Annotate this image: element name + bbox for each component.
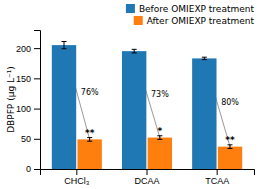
- percent-label: 73%: [151, 90, 169, 99]
- error-bar: [132, 49, 137, 53]
- bar: [122, 51, 146, 169]
- x-tick-label: TCAA: [205, 176, 229, 186]
- y-axis-title: DBPFP (μg L⁻¹): [6, 66, 16, 133]
- legend-swatch: [134, 16, 143, 25]
- x-tick: CHCl₃: [64, 169, 89, 186]
- y-tick-label: 150: [16, 74, 31, 84]
- x-tick-mark: [217, 169, 218, 175]
- legend: Before OMIEXP treatment After OMIEXP trea…: [126, 4, 255, 26]
- error-bar: [157, 136, 162, 140]
- significance-label: **: [85, 128, 95, 138]
- x-tick-mark: [147, 169, 148, 175]
- y-axis: 0 50 100 150 200: [16, 31, 41, 175]
- legend-item: Before OMIEXP treatment: [126, 4, 255, 14]
- significance-label: **: [225, 135, 235, 145]
- x-tick-label: CHCl₃: [64, 176, 89, 186]
- y-axis-line: [34, 31, 41, 170]
- y-tick: 200: [16, 44, 40, 54]
- x-axis: CHCl₃ DCAA TCAA: [41, 169, 255, 186]
- marks: [52, 41, 242, 169]
- error-bar: [87, 138, 92, 142]
- percent-label: 80%: [221, 98, 239, 107]
- x-tick: TCAA: [205, 169, 229, 186]
- y-tick-label: 0: [26, 164, 31, 174]
- y-tick: 100: [16, 104, 40, 114]
- chart-svg: 050100150200CHCl₃DCAATCAA76%73%80%*****D…: [0, 0, 262, 189]
- y-tick: 50: [21, 134, 40, 144]
- bar: [52, 45, 76, 169]
- x-tick-mark: [76, 169, 77, 175]
- legend-label: After OMIEXP treatment: [147, 16, 255, 26]
- error-bar: [227, 145, 232, 149]
- chart-container: 050100150200CHCl₃DCAATCAA76%73%80%*****D…: [0, 0, 262, 189]
- significance-label: *: [157, 126, 162, 136]
- y-tick-mark: [34, 109, 40, 110]
- bar-series: [77, 136, 242, 169]
- x-tick-label: DCAA: [134, 176, 159, 186]
- plot-area: 050100150200CHCl₃DCAATCAA76%73%80%*****: [16, 31, 255, 187]
- x-axis-line: [41, 170, 255, 176]
- y-tick: 150: [16, 74, 40, 84]
- y-tick-label: 100: [16, 104, 31, 114]
- y-tick: 0: [26, 164, 40, 174]
- legend-label: Before OMIEXP treatment: [139, 4, 255, 14]
- bar-series: [52, 41, 217, 169]
- legend-swatch: [126, 4, 135, 13]
- x-tick: DCAA: [134, 169, 159, 186]
- y-tick-mark: [34, 169, 40, 170]
- annotations: 76%73%80%*****: [81, 88, 240, 145]
- bar: [218, 147, 242, 169]
- error-bar: [62, 41, 67, 48]
- percent-label: 76%: [81, 88, 99, 97]
- bar: [192, 58, 216, 169]
- y-tick-label: 50: [21, 134, 31, 144]
- bar: [148, 138, 172, 169]
- y-tick-mark: [34, 78, 40, 79]
- bar: [77, 139, 101, 169]
- y-tick-mark: [34, 139, 40, 140]
- legend-item: After OMIEXP treatment: [134, 16, 255, 26]
- error-bar: [202, 57, 207, 59]
- y-tick-label: 200: [16, 44, 31, 54]
- y-tick-mark: [34, 48, 40, 49]
